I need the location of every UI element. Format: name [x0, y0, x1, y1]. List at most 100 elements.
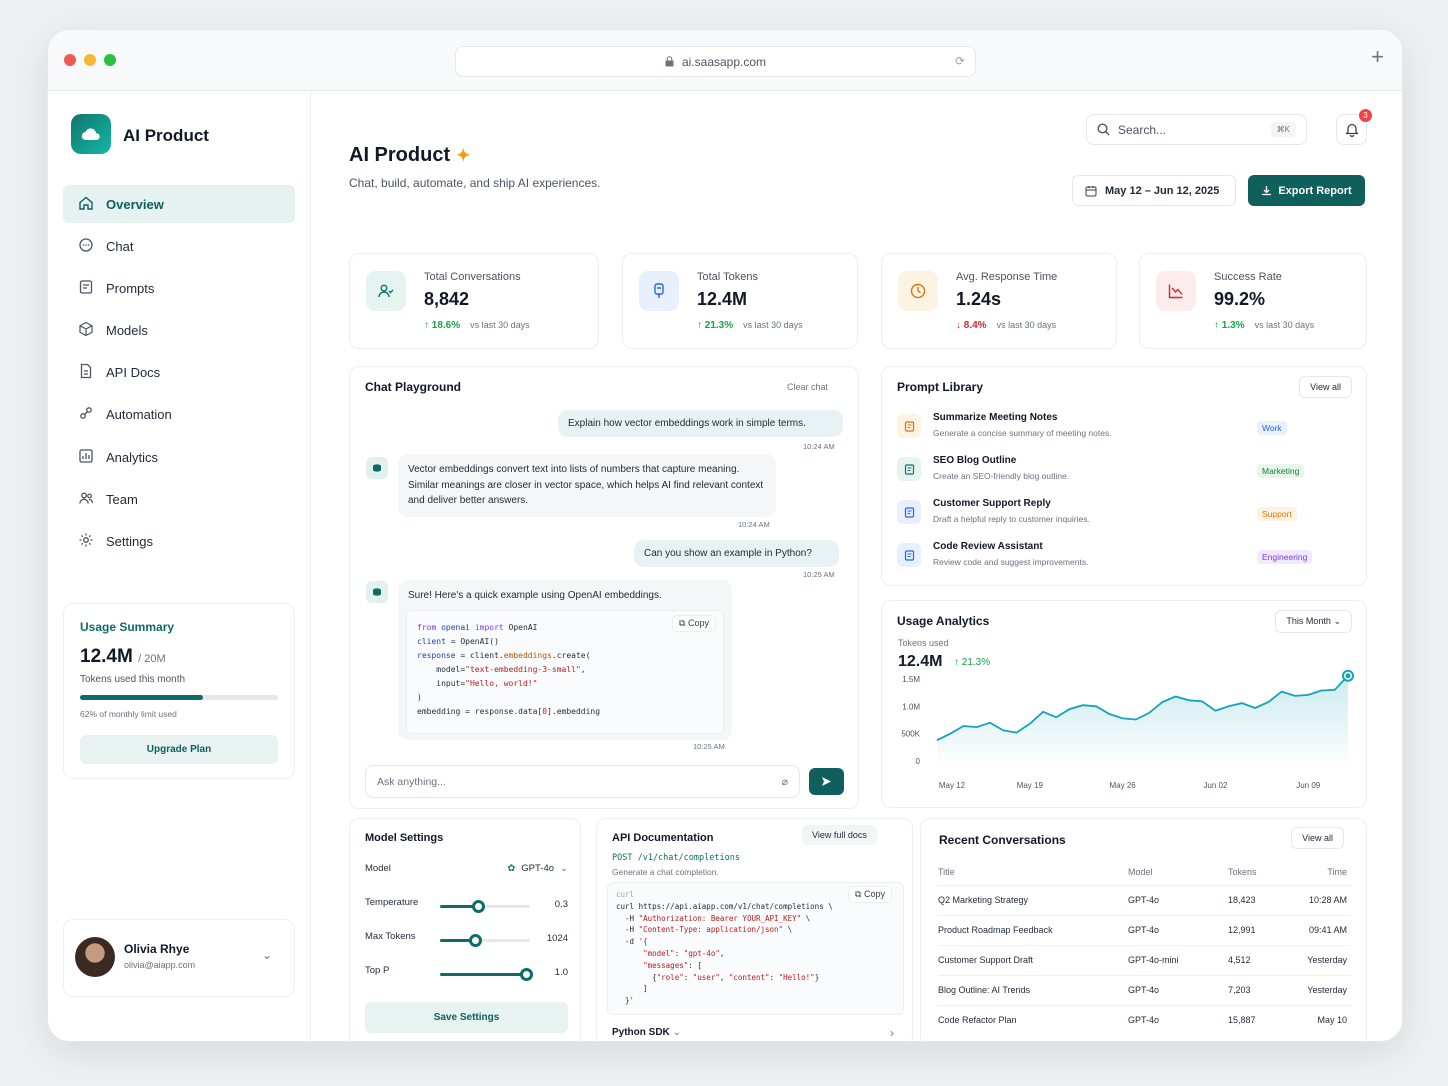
- stat-compare-text: vs last 30 days: [996, 320, 1057, 330]
- minimize-window-button[interactable]: [84, 54, 96, 66]
- home-icon: [78, 195, 94, 214]
- sidebar-item-analytics[interactable]: Analytics: [63, 438, 295, 476]
- view-all-conversations-button[interactable]: View all: [1291, 827, 1344, 849]
- openai-icon: ✿: [507, 863, 516, 874]
- setting-slider[interactable]: [440, 900, 530, 913]
- sidebar-item-prompts[interactable]: Prompts: [63, 269, 295, 307]
- sdk-label: Python SDK: [612, 1027, 670, 1038]
- prompt-desc: Create an SEO-friendly blog outline.: [933, 471, 1070, 481]
- table-header-row: Title Model Tokens Time: [938, 859, 1351, 885]
- save-settings-button[interactable]: Save Settings: [365, 1002, 568, 1033]
- chevron-down-icon[interactable]: ⌄: [261, 948, 272, 962]
- slider-fill: [440, 939, 476, 942]
- reload-icon[interactable]: ⟳: [954, 54, 965, 68]
- address-bar[interactable]: ai.saasapp.com ⟳: [455, 46, 976, 77]
- date-range-picker[interactable]: May 12 – Jun 12, 2025: [1072, 175, 1236, 206]
- table-cell: Customer Support Draft: [938, 944, 1128, 975]
- sidebar-item-models[interactable]: Models: [63, 312, 295, 350]
- prompt-item[interactable]: Summarize Meeting Notes Generate a concis…: [897, 412, 1317, 448]
- prompt-item[interactable]: SEO Blog Outline Create an SEO-friendly b…: [897, 455, 1317, 491]
- clear-chat-button[interactable]: Clear chat: [786, 382, 828, 392]
- code-language: curl: [616, 890, 635, 899]
- slider-handle[interactable]: [469, 934, 483, 947]
- message-time: 10:24 AM: [738, 520, 770, 529]
- copy-code-button[interactable]: ⧉ Copy: [672, 615, 716, 632]
- setting-slider[interactable]: [440, 934, 530, 947]
- sidebar-nav: Overview Chat Prompts Models API Docs Automat…: [63, 185, 295, 565]
- bot-avatar-icon: [366, 457, 388, 479]
- page-title: AI Product ✦: [349, 144, 470, 167]
- notifications-button[interactable]: 3: [1336, 109, 1372, 145]
- paperclip-icon[interactable]: ⌀: [781, 775, 788, 788]
- sidebar-item-overview[interactable]: Overview: [63, 185, 295, 223]
- slider-handle[interactable]: [471, 900, 485, 913]
- stat-compare-text: vs last 30 days: [470, 320, 530, 330]
- table-row[interactable]: Code Refactor Plan GPT-4o 15,887 May 10: [938, 1004, 1351, 1035]
- usage-progress-fill: [80, 695, 203, 700]
- automation-icon: [78, 405, 94, 424]
- table-row[interactable]: Q2 Marketing Strategy GPT-4o 18,423 10:28 A…: [938, 884, 1351, 915]
- setting-slider[interactable]: [440, 968, 533, 981]
- usage-title: Usage Summary: [80, 620, 175, 634]
- chat-input[interactable]: Ask anything... ⌀: [365, 765, 800, 798]
- avatar: [75, 937, 115, 977]
- period-select[interactable]: This Month ⌄: [1275, 610, 1352, 633]
- stat-compare-text: vs last 30 days: [1254, 320, 1315, 330]
- token-icon: [639, 271, 679, 311]
- stat-label: Total Conversations: [424, 271, 521, 283]
- chevron-right-icon[interactable]: ›: [890, 1026, 894, 1040]
- table-row[interactable]: Customer Support Draft GPT-4o-mini 4,512 Ye…: [938, 944, 1351, 975]
- model-select[interactable]: ✿ GPT-4o ⌄: [507, 863, 568, 874]
- view-all-prompts-button[interactable]: View all: [1299, 376, 1352, 398]
- prompt-title: SEO Blog Outline: [933, 455, 1017, 466]
- table-row[interactable]: Product Roadmap Feedback GPT-4o 12,991 09:4…: [938, 914, 1351, 945]
- column-header: Model: [1128, 866, 1153, 877]
- sidebar-item-chat[interactable]: Chat: [63, 227, 295, 265]
- setting-value: 0.3: [554, 899, 568, 910]
- slider-handle[interactable]: [519, 968, 533, 981]
- view-full-docs-button[interactable]: View full docs: [802, 825, 877, 845]
- send-button[interactable]: [809, 768, 844, 795]
- prompt-item[interactable]: Customer Support Reply Draft a helpful re…: [897, 498, 1317, 534]
- search-placeholder: Search...: [1118, 122, 1167, 137]
- stat-change-value: ↓ 8.4%: [956, 320, 987, 331]
- sdk-select[interactable]: Python SDK ⌄: [612, 1027, 681, 1038]
- table-cell: May 10: [1304, 1004, 1351, 1035]
- upgrade-plan-button[interactable]: Upgrade Plan: [80, 735, 278, 764]
- maximize-window-button[interactable]: [104, 54, 116, 66]
- close-window-button[interactable]: [64, 54, 76, 66]
- sidebar-item-team[interactable]: Team: [63, 480, 295, 518]
- sidebar-item-api-docs[interactable]: API Docs: [63, 354, 295, 392]
- y-tick-label: 1.0M: [902, 702, 920, 711]
- calendar-icon: [1085, 185, 1097, 196]
- user-profile-menu[interactable]: Olivia Rhye olivia@aiapp.com ⌄: [63, 919, 295, 997]
- sidebar-item-label: API Docs: [106, 365, 161, 381]
- analytics-value: 12.4M: [898, 653, 943, 670]
- sidebar-item-settings[interactable]: Settings: [63, 523, 295, 561]
- new-tab-button[interactable]: +: [1371, 44, 1384, 69]
- prompt-icon: [897, 414, 921, 438]
- prompt-item[interactable]: Code Review Assistant Review code and sug…: [897, 541, 1317, 577]
- column-header: Time: [1327, 866, 1347, 877]
- api-code-block: curl curl https://api.aiapp.com/v1/chat/…: [607, 882, 904, 1015]
- prompt-desc: Draft a helpful reply to customer inquir…: [933, 514, 1090, 524]
- stat-label: Avg. Response Time: [956, 271, 1058, 283]
- stat-card-conversations: Total Conversations 8,842 ↑ 18.6% vs last 3…: [349, 253, 599, 349]
- sidebar-item-automation[interactable]: Automation: [63, 396, 295, 434]
- prompt-library-card: Prompt Library View all Summarize Meetin…: [881, 366, 1367, 586]
- model-select-row: Model ✿ GPT-4o ⌄: [365, 863, 568, 883]
- chat-title: Chat Playground: [365, 380, 462, 394]
- stat-value: 1.24s: [956, 289, 1002, 309]
- table-cell: 15,887: [1228, 1004, 1304, 1035]
- prompt-library-title: Prompt Library: [897, 380, 984, 394]
- copy-api-code-button[interactable]: ⧉ Copy: [848, 886, 892, 903]
- table-cell: 09:41 AM: [1304, 914, 1351, 945]
- brand-name: AI Product: [123, 126, 209, 145]
- chevron-down-icon: ⌄: [560, 863, 568, 874]
- stat-change-value: ↑ 1.3%: [1214, 320, 1245, 331]
- column-header: Tokens: [1228, 866, 1257, 877]
- table-row[interactable]: Blog Outline: AI Trends GPT-4o 7,203 Yester…: [938, 974, 1351, 1005]
- column-header: Title: [938, 866, 955, 877]
- export-report-button[interactable]: Export Report: [1248, 175, 1365, 206]
- search-input[interactable]: Search... ⌘K: [1086, 114, 1307, 145]
